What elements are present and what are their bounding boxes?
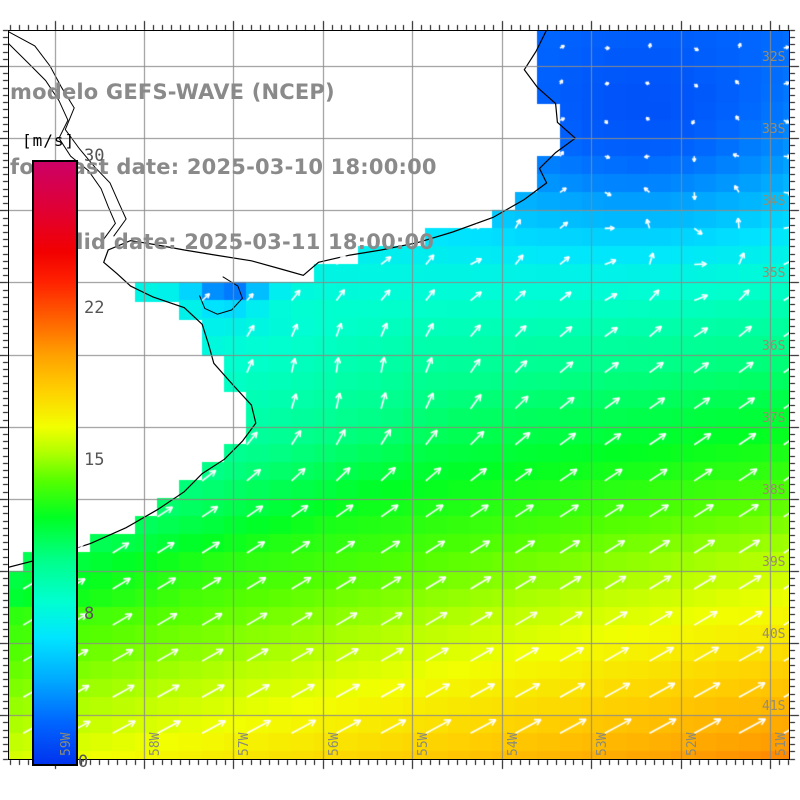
colorbar-gradient bbox=[32, 160, 78, 766]
colorbar-tick-22: 22 bbox=[84, 298, 105, 318]
colorbar-tick-15: 15 bbox=[84, 450, 105, 470]
colorbar bbox=[32, 160, 78, 766]
colorbar-tick-0: 0 bbox=[78, 752, 89, 772]
colorbar-tick-8: 8 bbox=[84, 604, 95, 624]
colorbar-unit-label: [m/s] bbox=[22, 131, 76, 150]
map-plot-area[interactable] bbox=[8, 30, 790, 760]
colorbar-tick-30: 30 bbox=[84, 146, 105, 166]
wind-vector-arrows-layer bbox=[8, 30, 790, 760]
